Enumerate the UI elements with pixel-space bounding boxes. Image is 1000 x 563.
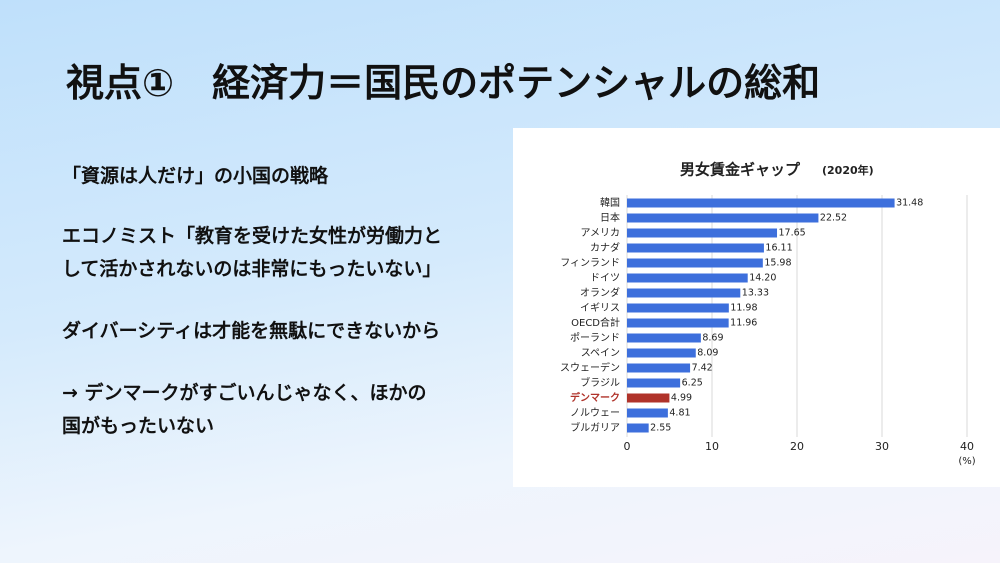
chart-panel <box>513 128 1000 487</box>
bar <box>627 423 649 433</box>
category-label: アメリカ <box>581 227 621 239</box>
category-label: 日本 <box>600 211 620 224</box>
value-label: 2.55 <box>650 423 671 434</box>
value-label: 22.52 <box>820 213 847 224</box>
x-tick-label: 20 <box>790 440 804 453</box>
bar <box>627 333 701 343</box>
value-label: 31.48 <box>896 198 923 209</box>
category-label: スペイン <box>581 348 620 359</box>
x-tick-label: 40 <box>960 440 974 453</box>
bar <box>627 363 691 373</box>
category-label: フィンランド <box>560 257 620 269</box>
bar <box>627 198 895 208</box>
text-line: 「資源は人だけ」の小国の戦略 <box>62 165 329 187</box>
bar <box>627 273 748 283</box>
value-label: 16.11 <box>765 243 792 254</box>
bar <box>627 348 696 358</box>
value-label: 17.65 <box>779 228 806 239</box>
category-label: デンマーク <box>570 391 620 404</box>
value-label: 11.96 <box>730 318 757 329</box>
category-label: ポーランド <box>570 332 620 344</box>
bar <box>627 318 729 328</box>
value-label: 6.25 <box>682 378 703 389</box>
bar <box>627 213 819 223</box>
bar <box>627 258 763 268</box>
value-label: 8.69 <box>702 333 723 344</box>
category-label: OECD合計 <box>571 316 620 329</box>
x-tick-label: 10 <box>705 440 719 453</box>
text-line: エコノミスト「教育を受けた女性が労働力と <box>62 225 443 247</box>
category-label: カナダ <box>590 241 620 254</box>
category-label: ノルウェー <box>570 407 620 419</box>
slide-title: 視点① 経済力＝国民のポテンシャルの総和 <box>66 61 821 105</box>
category-label: ドイツ <box>590 273 620 284</box>
chart-title: 男女賃金ギャップ <box>680 161 801 179</box>
category-label: 韓国 <box>600 197 620 209</box>
bar <box>627 288 741 298</box>
value-label: 4.99 <box>671 393 692 404</box>
value-label: 7.42 <box>692 363 713 374</box>
x-tick-label: 0 <box>624 440 631 453</box>
bar <box>627 303 729 313</box>
category-label: オランダ <box>580 286 620 299</box>
bar <box>627 408 668 418</box>
category-label: スウェーデン <box>560 361 620 374</box>
value-label: 15.98 <box>764 258 791 269</box>
bar <box>627 393 670 403</box>
bar <box>627 378 681 388</box>
value-label: 14.20 <box>749 273 776 284</box>
bar <box>627 228 778 238</box>
text-line: ダイバーシティは才能を無駄にできないから <box>62 320 441 342</box>
x-tick-label: 30 <box>875 440 889 453</box>
category-label: ブルガリア <box>570 421 620 434</box>
category-label: ブラジル <box>580 376 620 389</box>
value-label: 11.98 <box>730 303 757 314</box>
x-unit: (%) <box>958 456 975 467</box>
category-label: イギリス <box>580 302 620 314</box>
bar <box>627 243 764 253</box>
text-line: 国がもったいない <box>62 415 215 437</box>
value-label: 8.09 <box>697 348 718 359</box>
value-label: 4.81 <box>669 408 690 419</box>
chart-subtitle: (2020年) <box>822 163 874 177</box>
text-line: → デンマークがすごいんじゃなく、ほかの <box>62 382 427 404</box>
value-label: 13.33 <box>742 288 769 299</box>
text-line: して活かされないのは非常にもったいない」 <box>62 258 442 280</box>
